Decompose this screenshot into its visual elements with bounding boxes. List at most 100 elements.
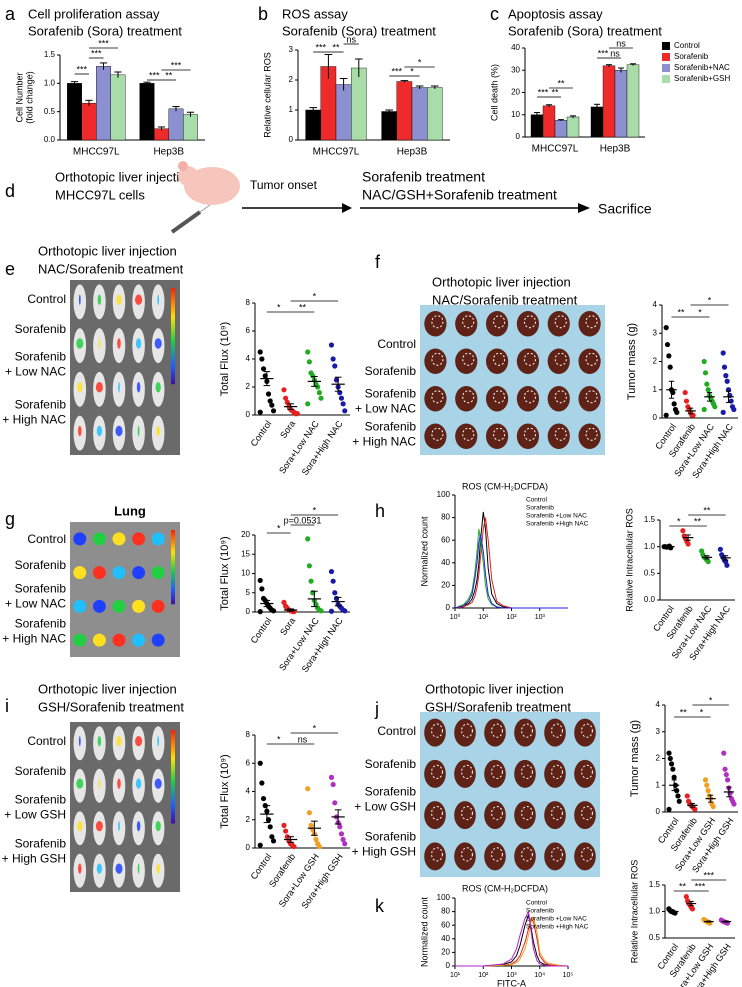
tumor-outline [585, 390, 598, 404]
sig-label: * [410, 66, 414, 76]
photo [420, 712, 600, 877]
y-tick-label: 20 [441, 581, 450, 590]
y-tick-label: 60 [441, 920, 450, 929]
needle [199, 204, 211, 213]
tumor [454, 759, 476, 788]
dot [668, 761, 675, 767]
sig-label: *** [316, 42, 327, 52]
dot [330, 578, 336, 584]
diagram-text: Tumor onset [250, 178, 318, 192]
sig-label: * [313, 505, 317, 515]
x-tick-label: MHCC97L [73, 147, 120, 158]
dot [663, 412, 669, 418]
dot [308, 578, 314, 584]
sig-label: * [677, 516, 681, 526]
y-tick-label: 2 [246, 815, 251, 824]
x-axis-label: FITC-A [497, 978, 526, 987]
legend-label: Control [526, 497, 548, 504]
tumor [514, 718, 536, 747]
lung [151, 633, 165, 647]
dot [306, 810, 312, 816]
y-tick-label: 4 [653, 300, 658, 309]
tumor-outline [462, 352, 475, 366]
signal [118, 381, 120, 393]
signal [97, 294, 102, 305]
tumor-outline [585, 352, 598, 366]
dot [675, 793, 681, 799]
y-tick-label: 0 [516, 132, 521, 141]
row-label: Sorafenib [365, 420, 417, 434]
tumor [578, 348, 601, 374]
tumor [454, 801, 476, 830]
bar [96, 66, 111, 141]
row-label: Sorafenib [15, 398, 67, 412]
x-tick-label: Hep3B [600, 144, 631, 155]
tumor [544, 759, 566, 788]
tumor-outline [521, 764, 533, 779]
dot [683, 398, 690, 404]
lung [73, 599, 87, 613]
signal [98, 778, 101, 789]
tumor-outline [523, 390, 536, 404]
tumor-outline [491, 806, 503, 821]
dot [330, 781, 336, 788]
chart-title: ROS (CM-H₂DCFDA) [462, 883, 548, 893]
legend-swatch [662, 53, 670, 61]
dot [328, 568, 335, 575]
y-axis-label: Normalized count [419, 896, 429, 967]
dot [666, 806, 672, 812]
tumor-outline [461, 847, 473, 862]
sig-label: ** [677, 307, 685, 317]
tumor [578, 423, 601, 449]
y-axis-label: Tumor mass (g) [626, 323, 638, 400]
panel-title: Orthotopic liver injection [38, 681, 177, 696]
row-label: + Low GSH [354, 800, 416, 814]
tumor [514, 801, 536, 830]
lung [151, 532, 165, 546]
row-label: Sorafenib [365, 364, 417, 378]
bar [168, 108, 184, 141]
histogram-line [455, 909, 568, 967]
tumor-outline [491, 764, 503, 779]
tumor-outline [461, 806, 473, 821]
tumor [516, 423, 540, 449]
dot [305, 401, 311, 407]
dot [259, 356, 265, 362]
dot [305, 786, 311, 792]
panel-letter: j [374, 699, 379, 719]
tumor-outline [554, 352, 567, 366]
dot [724, 777, 731, 783]
dot [722, 766, 728, 772]
signal [136, 381, 141, 393]
bar [542, 105, 556, 138]
lung [151, 599, 165, 613]
lung [112, 532, 126, 546]
bar [411, 87, 428, 141]
row-label: Sorafenib [15, 322, 67, 336]
syringe [170, 210, 202, 234]
y-tick-label: 0.5 [44, 107, 56, 116]
y-axis-label: Total Flux (10⁹) [219, 754, 231, 828]
row-label: + Low GSH [4, 808, 66, 822]
y-tick-label: 60 [441, 535, 450, 544]
x-tick-label: 10³ [535, 614, 546, 621]
y-tick-label: 1 [653, 385, 658, 394]
lung [92, 566, 106, 580]
panel-letter: g [5, 509, 15, 529]
x-tick-label: Hep3B [153, 147, 184, 158]
row-label: + Low NAC [5, 597, 66, 611]
tumor [516, 311, 540, 337]
row-label: Control [27, 734, 66, 748]
tumor-outline [462, 315, 475, 329]
y-axis-label: Total Flux (10⁹) [219, 322, 231, 396]
sig-label: * [700, 707, 704, 717]
lung [132, 599, 146, 613]
dot [306, 359, 312, 365]
panel-letter: b [258, 4, 268, 24]
y-axis-label: Relative Intracellular ROS [624, 508, 634, 612]
sig-label: * [698, 307, 702, 317]
y-tick-label: 1.5 [649, 880, 661, 889]
sig-label: *** [76, 64, 87, 74]
dot [265, 391, 272, 397]
